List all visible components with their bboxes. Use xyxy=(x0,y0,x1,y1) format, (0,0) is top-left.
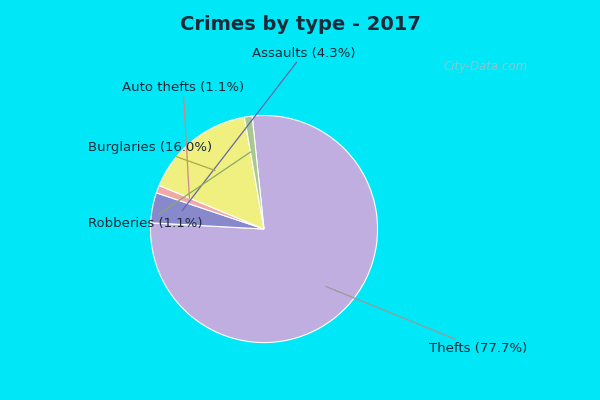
Text: City-Data.com: City-Data.com xyxy=(444,60,528,73)
Wedge shape xyxy=(151,193,264,229)
Text: Auto thefts (1.1%): Auto thefts (1.1%) xyxy=(122,80,244,198)
Text: Burglaries (16.0%): Burglaries (16.0%) xyxy=(88,141,215,170)
Text: Robberies (1.1%): Robberies (1.1%) xyxy=(88,152,251,230)
Wedge shape xyxy=(151,116,377,342)
Text: Thefts (77.7%): Thefts (77.7%) xyxy=(326,286,527,355)
Text: Assaults (4.3%): Assaults (4.3%) xyxy=(182,46,355,211)
Text: Crimes by type - 2017: Crimes by type - 2017 xyxy=(179,14,421,34)
Wedge shape xyxy=(159,117,264,229)
Wedge shape xyxy=(244,116,264,229)
Wedge shape xyxy=(157,186,264,229)
